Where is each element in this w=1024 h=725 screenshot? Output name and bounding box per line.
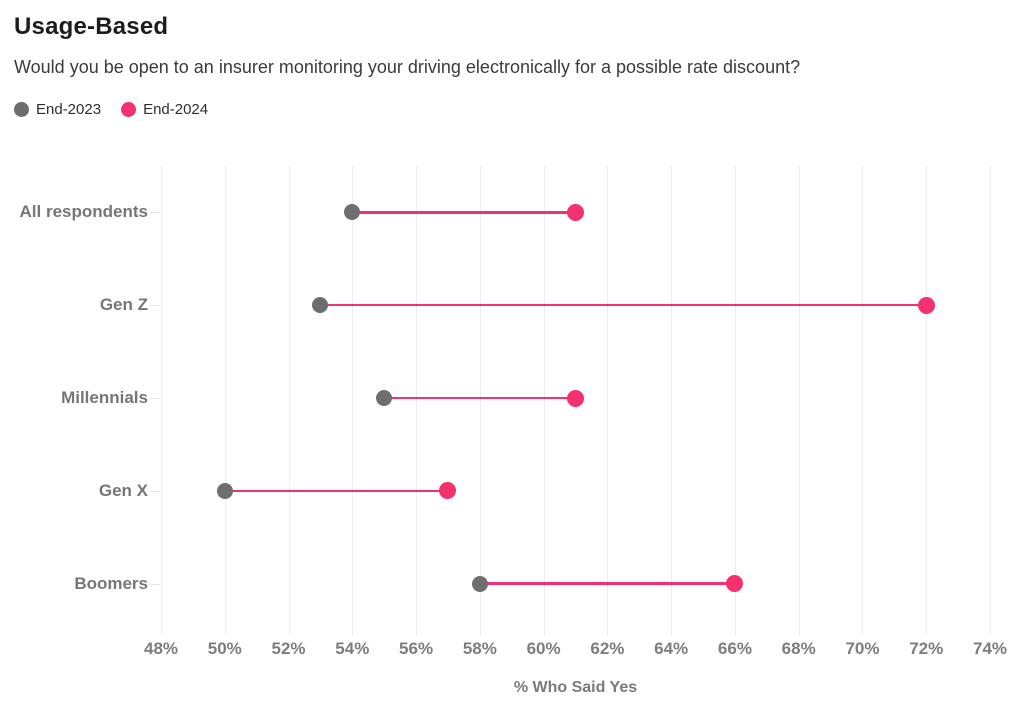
legend-item-end-2023: End-2023 — [14, 101, 101, 118]
x-tick-label-56: 56% — [399, 639, 434, 658]
x-tick-label-54: 54% — [335, 639, 370, 658]
category-label: All respondents — [19, 202, 148, 222]
gridline-70 — [862, 166, 864, 635]
data-point-end-2023[interactable] — [312, 297, 329, 314]
category-label: Millennials — [61, 388, 148, 407]
data-point-end-2024[interactable] — [567, 389, 584, 407]
x-tick-label-60: 60% — [526, 639, 561, 658]
plot-area — [161, 166, 991, 635]
gridline-48 — [161, 166, 162, 635]
dumbbell-connector — [320, 303, 927, 307]
gridline-56 — [416, 166, 418, 635]
x-tick-label-50: 50% — [207, 639, 242, 658]
legend-dot-icon-end-2024 — [121, 102, 137, 117]
dumbbell-connector — [384, 396, 576, 400]
data-point-end-2023[interactable] — [216, 482, 233, 499]
chart-title: Usage-Based — [14, 13, 169, 40]
x-tick-label-64: 64% — [654, 639, 689, 658]
x-tick-label-66: 66% — [717, 639, 752, 658]
gridline-74 — [990, 166, 991, 635]
legend: End-2023 End-2024 — [14, 101, 208, 118]
gridline-60 — [543, 166, 545, 635]
category-label: Gen X — [98, 480, 148, 500]
gridline-58 — [479, 166, 481, 635]
gridline-72 — [926, 166, 928, 635]
data-point-end-2023[interactable] — [471, 575, 488, 592]
gridline-52 — [288, 166, 290, 635]
category-tick — [150, 398, 160, 399]
x-tick-label-68: 68% — [781, 639, 816, 658]
category-label: Gen Z — [99, 295, 148, 315]
category-tick — [150, 305, 160, 307]
gridline-50 — [224, 166, 226, 635]
category-tick — [150, 583, 160, 585]
dumbbell-connector — [352, 211, 576, 214]
gridline-68 — [798, 166, 800, 635]
x-axis-title: % Who Said Yes — [513, 679, 638, 696]
category-label: Boomers — [74, 573, 148, 593]
legend-item-end-2024: End-2024 — [121, 101, 208, 118]
dumbbell-connector — [224, 489, 448, 493]
dumbbell-connector — [479, 582, 735, 585]
legend-label-end-2024: End-2024 — [143, 101, 209, 118]
data-point-end-2024[interactable] — [917, 296, 935, 314]
gridline-66 — [734, 166, 736, 635]
data-point-end-2024[interactable] — [567, 203, 584, 221]
x-tick-label-62: 62% — [590, 639, 625, 658]
data-point-end-2023[interactable] — [344, 204, 361, 221]
legend-label-end-2023: End-2023 — [36, 101, 102, 118]
x-tick-label-52: 52% — [271, 639, 306, 658]
chart-subtitle: Would you be open to an insurer monitori… — [14, 57, 801, 77]
legend-dot-icon-end-2023 — [14, 102, 29, 117]
x-tick-label-72: 72% — [909, 639, 944, 658]
data-point-end-2024[interactable] — [439, 482, 457, 500]
category-tick — [150, 490, 160, 492]
x-tick-label-70: 70% — [845, 639, 880, 658]
data-point-end-2024[interactable] — [726, 575, 744, 593]
x-tick-label-58: 58% — [462, 639, 497, 658]
gridline-62 — [607, 166, 609, 635]
category-tick — [150, 212, 160, 214]
gridline-54 — [352, 166, 354, 635]
gridline-64 — [671, 166, 673, 635]
x-tick-label-74: 74% — [972, 639, 1008, 658]
x-tick-label-48: 48% — [143, 639, 179, 658]
data-point-end-2023[interactable] — [376, 390, 393, 406]
